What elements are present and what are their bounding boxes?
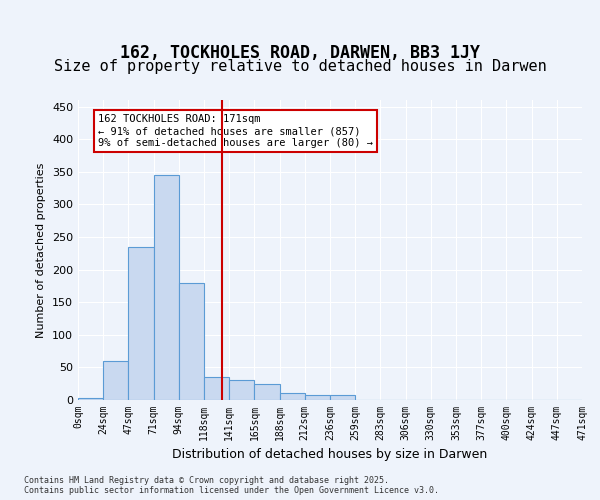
Bar [305, 395, 330, 400]
Y-axis label: Number of detached properties: Number of detached properties [37, 162, 46, 338]
Text: Size of property relative to detached houses in Darwen: Size of property relative to detached ho… [53, 58, 547, 74]
Bar [128, 246, 154, 400]
Bar [330, 395, 355, 400]
Text: Contains HM Land Registry data © Crown copyright and database right 2025.
Contai: Contains HM Land Registry data © Crown c… [24, 476, 439, 495]
Bar [229, 380, 254, 400]
Text: 162, TOCKHOLES ROAD, DARWEN, BB3 1JY: 162, TOCKHOLES ROAD, DARWEN, BB3 1JY [120, 44, 480, 62]
Bar [204, 377, 229, 400]
Bar [154, 175, 179, 400]
Bar [103, 361, 128, 400]
Text: 162 TOCKHOLES ROAD: 171sqm
← 91% of detached houses are smaller (857)
9% of semi: 162 TOCKHOLES ROAD: 171sqm ← 91% of deta… [98, 114, 373, 148]
Bar [280, 394, 305, 400]
Bar [254, 384, 280, 400]
Bar [78, 398, 103, 400]
Bar [179, 282, 204, 400]
X-axis label: Distribution of detached houses by size in Darwen: Distribution of detached houses by size … [172, 448, 488, 462]
